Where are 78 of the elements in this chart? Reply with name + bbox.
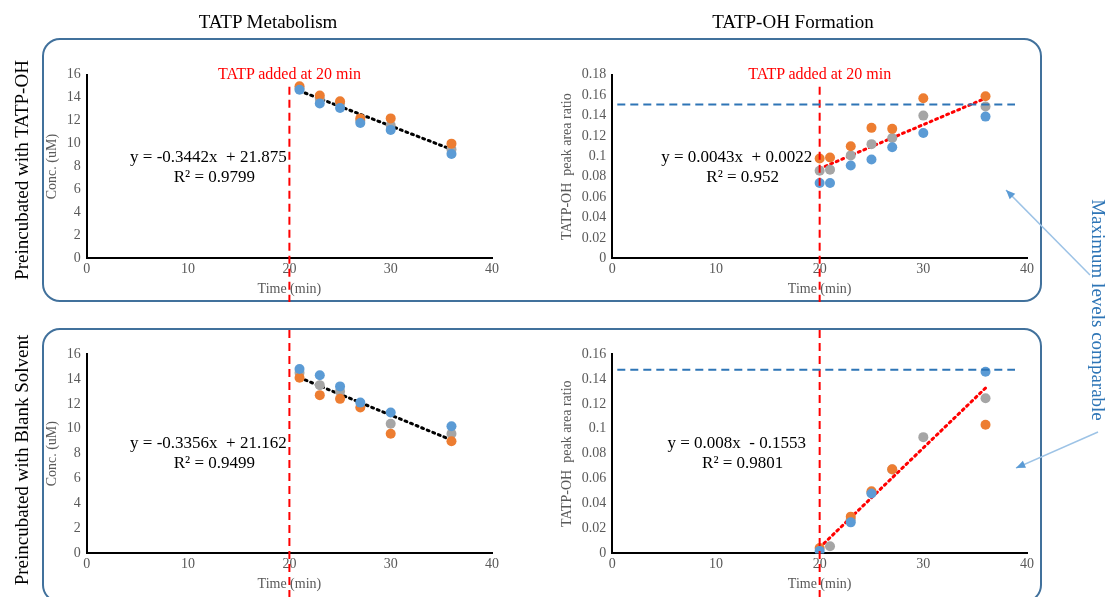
y-tick-label: 4 — [73, 204, 81, 220]
annotation: R² = 0.9801 — [702, 453, 784, 473]
annotation: y = -0.3356x + 21.162 — [130, 433, 287, 453]
chart-title: TATP-OH Formation — [712, 11, 875, 33]
y-axis-title: Conc. (uM) — [44, 133, 61, 200]
y-tick-label: 0.16 — [581, 345, 607, 361]
x-tick-label: 20 — [812, 556, 827, 572]
x-tick-label: 20 — [812, 261, 827, 277]
y-tick-label: 0.16 — [581, 86, 607, 102]
y-tick-label: 0.1 — [588, 420, 607, 436]
annotation: y = 0.008x - 0.1553 — [667, 433, 806, 453]
y-tick-label: 6 — [73, 470, 81, 486]
y-tick-label: 16 — [66, 66, 81, 82]
y-tick-label: 0.1 — [588, 148, 607, 164]
text: Maximum levels comparable — [1086, 199, 1109, 421]
y-tick-label: 0.12 — [581, 395, 607, 411]
y-tick-label: 8 — [73, 158, 81, 174]
y-tick-label: 8 — [73, 445, 81, 461]
y-tick-label: 0.06 — [581, 470, 607, 486]
y-tick-label: 0.14 — [581, 107, 607, 123]
annotation: y = -0.3442x + 21.875 — [130, 146, 287, 166]
y-tick-label: 2 — [73, 227, 81, 243]
x-tick-label: 40 — [1020, 556, 1034, 572]
y-tick-label: 0.08 — [581, 445, 607, 461]
x-tick-label: 30 — [916, 261, 931, 277]
x-tick-label: 10 — [181, 556, 196, 572]
y-tick-label: 0 — [73, 250, 81, 266]
x-tick-label: 20 — [282, 261, 297, 277]
y-tick-label: 10 — [66, 420, 81, 436]
annotation: y = 0.0043x + 0.0022 — [661, 146, 813, 166]
ref-line-label: TATP added at 20 min — [748, 65, 892, 82]
x-axis-title: Time (min) — [787, 281, 852, 298]
y-tick-label: 14 — [66, 89, 81, 105]
annotation: R² = 0.9799 — [173, 166, 255, 186]
x-tick-label: 40 — [1020, 261, 1034, 277]
x-tick-label: 10 — [708, 261, 723, 277]
y-axis-title: TATP-OH peak area ratio — [559, 380, 575, 527]
x-tick-label: 30 — [383, 261, 398, 277]
y-axis-title: Conc. (uM) — [44, 420, 61, 487]
x-tick-label: 30 — [916, 556, 931, 572]
y-tick-label: 0.14 — [581, 370, 607, 386]
x-tick-label: 40 — [485, 261, 499, 277]
annotation: R² = 0.9499 — [173, 453, 255, 473]
text: Preincubated with Blank Solvent — [10, 334, 33, 586]
y-tick-label: 0.04 — [581, 495, 607, 511]
y-tick-label: 12 — [66, 112, 81, 128]
x-tick-label: 0 — [83, 556, 91, 572]
y-tick-label: 0.02 — [581, 229, 607, 245]
y-tick-label: 2 — [73, 520, 81, 536]
x-axis-title: Time (min) — [257, 576, 322, 593]
y-tick-label: 0.04 — [581, 209, 607, 225]
y-tick-label: 0.02 — [581, 520, 607, 536]
x-tick-label: 30 — [383, 556, 398, 572]
y-tick-label: 0.12 — [581, 127, 607, 143]
ref-line-label: TATP added at 20 min — [217, 65, 361, 82]
y-axis-title: TATP-OH peak area ratio — [559, 93, 575, 240]
y-tick-label: 12 — [66, 395, 81, 411]
y-tick-label: 6 — [73, 181, 81, 197]
y-tick-label: 16 — [66, 345, 81, 361]
x-tick-label: 10 — [708, 556, 723, 572]
annotation: R² = 0.952 — [706, 166, 780, 186]
y-tick-label: 0 — [73, 545, 81, 561]
y-tick-label: 14 — [66, 370, 81, 386]
y-tick-label: 0.06 — [581, 188, 607, 204]
text: Preincubated with TATP-OH — [10, 60, 33, 280]
x-tick-label: 20 — [282, 556, 297, 572]
x-axis-title: Time (min) — [257, 281, 322, 298]
x-tick-label: 40 — [485, 556, 499, 572]
y-tick-label: 0 — [599, 250, 607, 266]
y-tick-label: 0.08 — [581, 168, 607, 184]
y-tick-label: 0 — [599, 545, 607, 561]
y-tick-label: 4 — [73, 495, 81, 511]
y-tick-label: 10 — [66, 135, 81, 151]
y-tick-label: 0.18 — [581, 66, 607, 82]
x-axis-title: Time (min) — [787, 576, 852, 593]
chart-title: TATP Metabolism — [198, 11, 338, 33]
x-tick-label: 0 — [83, 261, 91, 277]
x-tick-label: 10 — [181, 261, 196, 277]
